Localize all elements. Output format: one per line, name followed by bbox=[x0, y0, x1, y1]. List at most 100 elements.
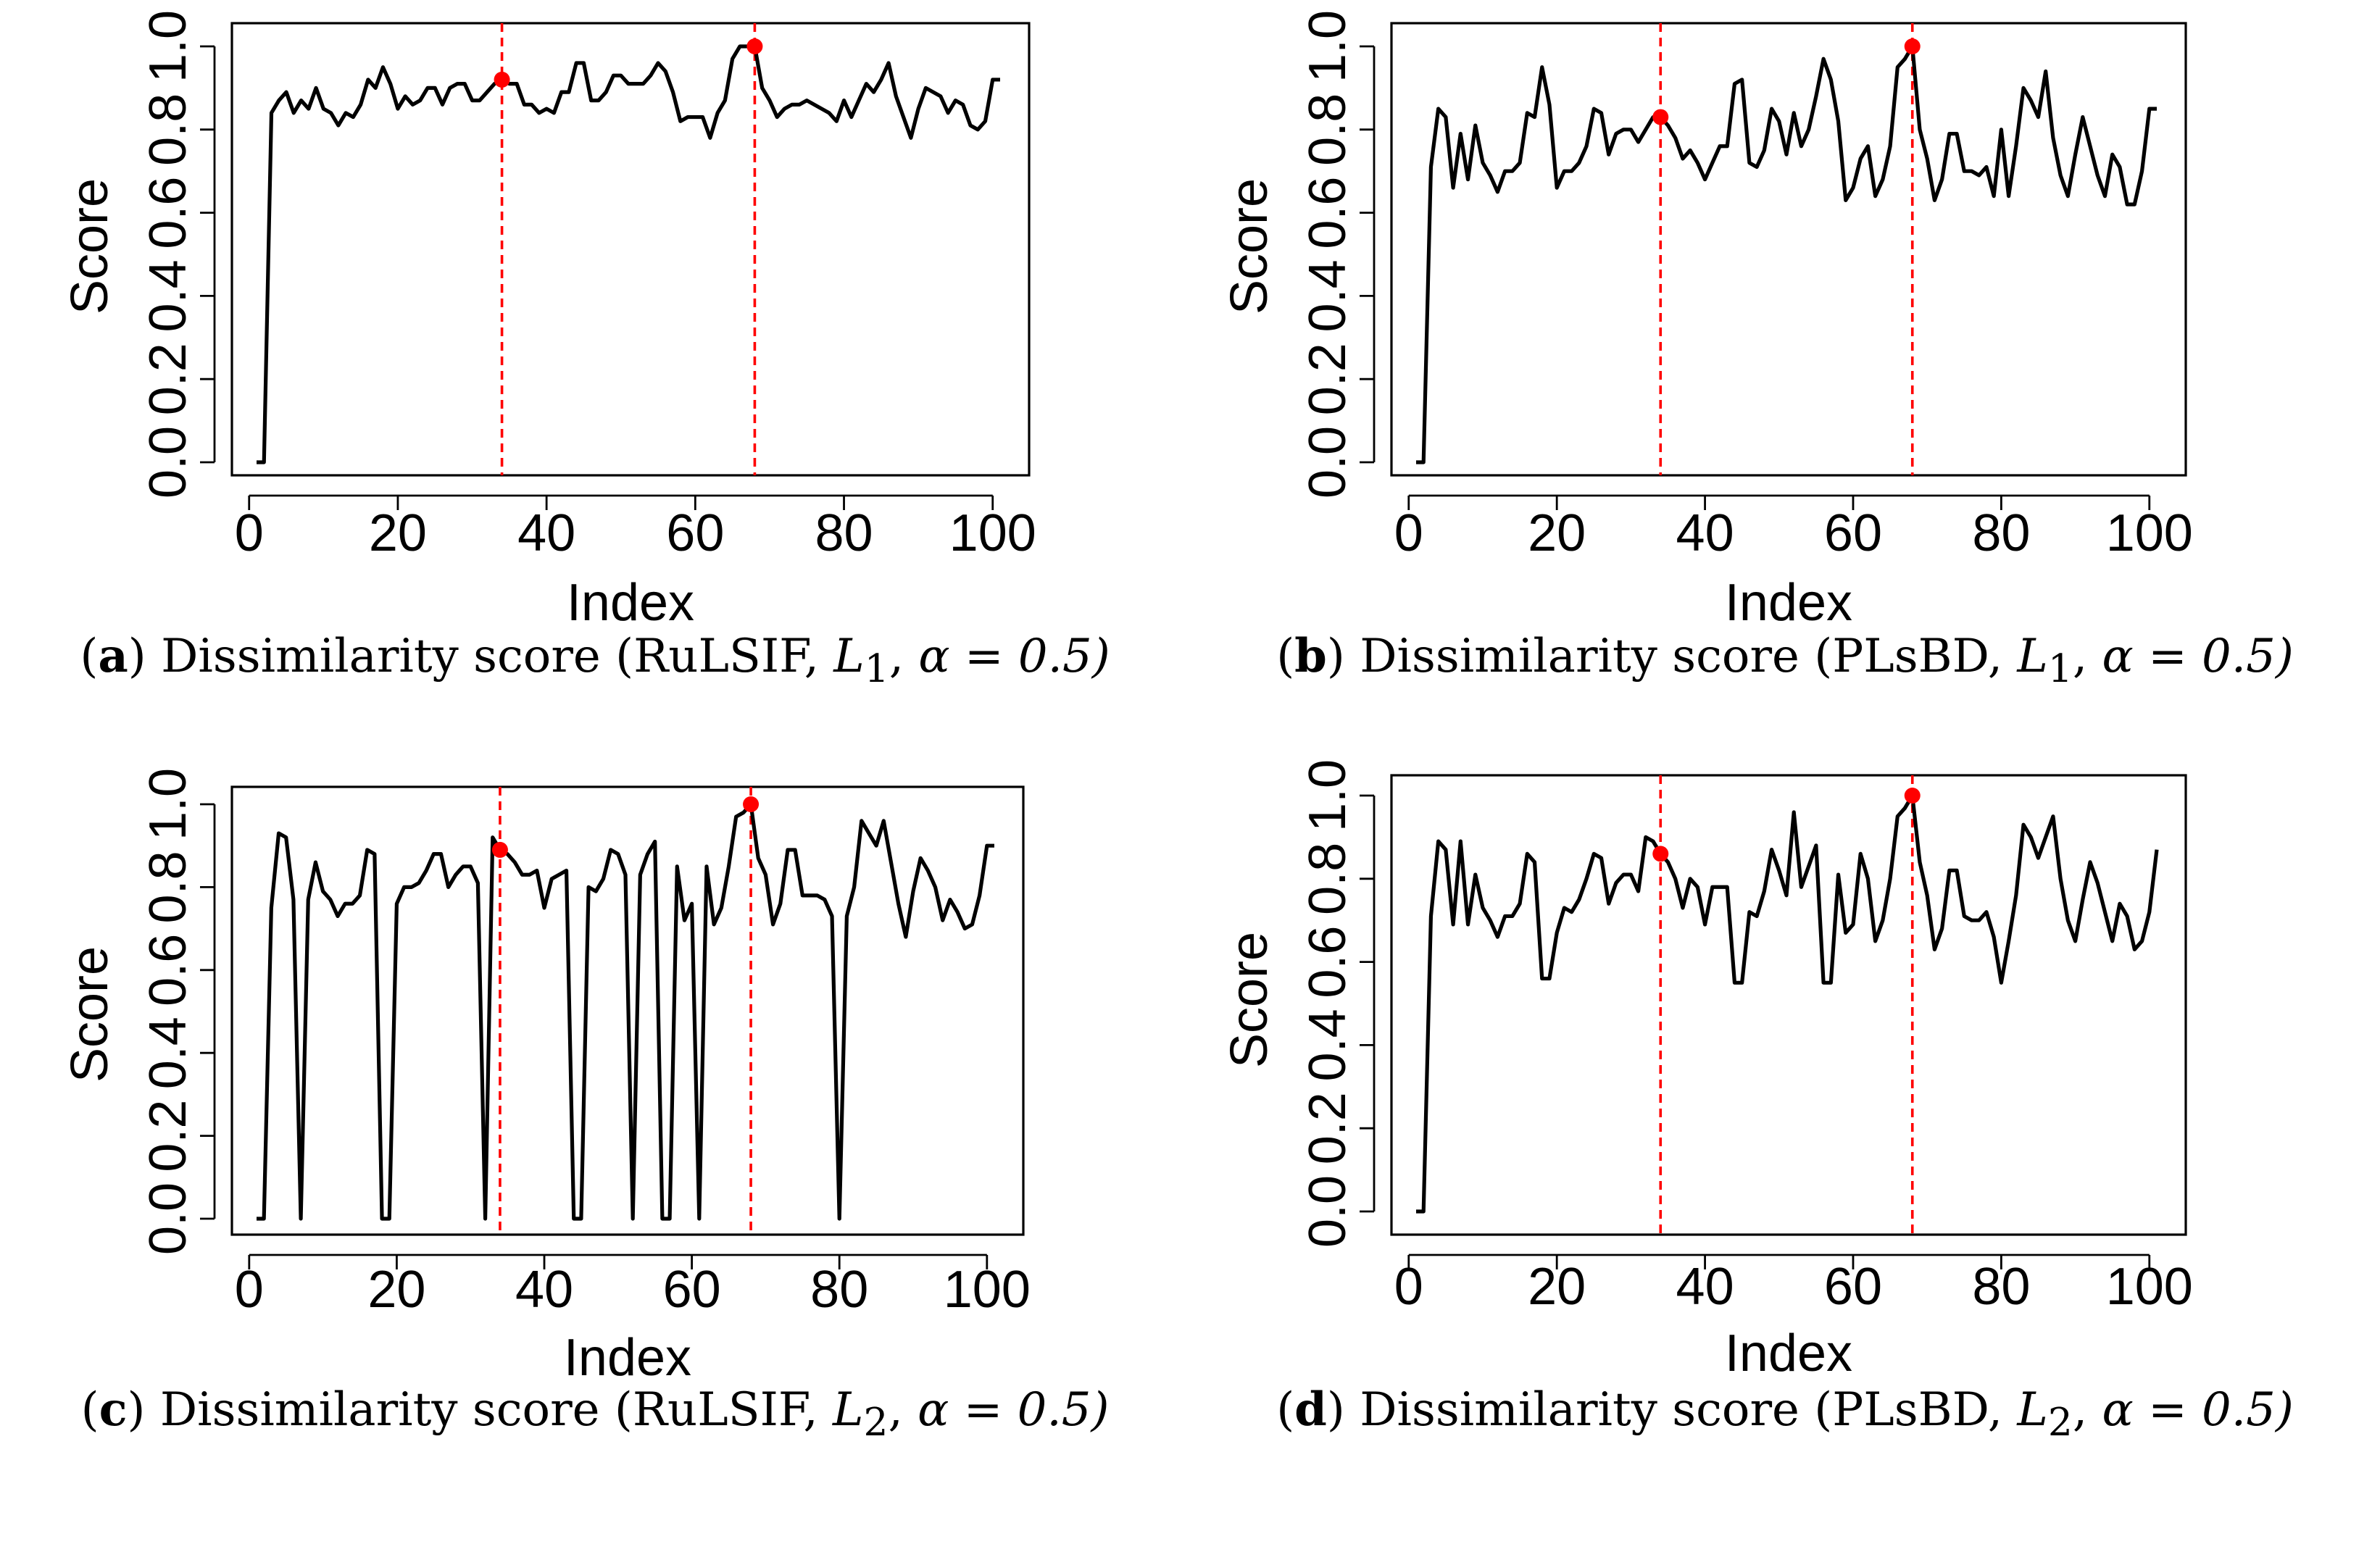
change-point-marker bbox=[1652, 109, 1669, 125]
x-tick-label: 40 bbox=[517, 504, 575, 562]
caption-b-label: b bbox=[1294, 629, 1327, 683]
caption-b-norm: L bbox=[2017, 630, 2048, 683]
y-tick-label: 0.2 bbox=[1299, 343, 1357, 415]
plot-frame bbox=[1390, 774, 2187, 1236]
caption-a-norm: L bbox=[833, 630, 865, 683]
caption-a-label: a bbox=[98, 629, 128, 683]
y-tick-label: 0.0 bbox=[1299, 426, 1357, 498]
y-axis-title: Score bbox=[61, 178, 119, 314]
y-tick-label: 0.6 bbox=[139, 934, 197, 1006]
y-axis-title: Score bbox=[1220, 178, 1278, 314]
caption-d-norm: L bbox=[2017, 1383, 2048, 1437]
plot-frame bbox=[230, 22, 1031, 477]
x-axis-title: Index bbox=[567, 574, 694, 632]
y-tick-label: 0.0 bbox=[139, 426, 197, 498]
y-tick-label: 0.8 bbox=[1299, 843, 1357, 915]
y-tick-label: 0.8 bbox=[1299, 93, 1357, 166]
y-tick-label: 0.4 bbox=[1299, 259, 1357, 332]
y-tick-label: 0.6 bbox=[1299, 926, 1357, 998]
x-tick-label: 100 bbox=[949, 504, 1036, 562]
y-tick-label: 0.0 bbox=[1299, 1175, 1357, 1248]
x-tick-label: 0 bbox=[235, 1261, 264, 1319]
caption-a: (a) Dissimilarity score (RuLSIF, L1, α =… bbox=[80, 629, 1110, 691]
change-point-marker bbox=[494, 71, 510, 88]
caption-c: (c) Dissimilarity score (RuLSIF, L2, α =… bbox=[80, 1382, 1110, 1445]
y-tick-label: 0.2 bbox=[139, 343, 197, 415]
x-tick-label: 60 bbox=[1824, 504, 1882, 562]
x-axis-title: Index bbox=[1725, 1324, 1852, 1382]
y-tick-label: 1.0 bbox=[1299, 10, 1357, 83]
y-tick-label: 0.8 bbox=[139, 93, 197, 166]
caption-d-alpha: α = 0.5) bbox=[2102, 1383, 2294, 1437]
caption-c-alpha: α = 0.5) bbox=[918, 1383, 1110, 1437]
x-tick-label: 80 bbox=[815, 504, 873, 562]
x-tick-label: 0 bbox=[235, 504, 264, 562]
x-tick-label: 60 bbox=[1824, 1258, 1882, 1316]
y-tick-label: 0.2 bbox=[1299, 1092, 1357, 1164]
x-tick-label: 40 bbox=[1676, 1258, 1734, 1316]
change-point-marker bbox=[1904, 38, 1921, 54]
caption-b-text: Dissimilarity score (PLsBD, bbox=[1360, 630, 2018, 683]
score-series-line bbox=[257, 44, 1000, 464]
x-tick-label: 80 bbox=[1972, 1258, 2030, 1316]
x-tick-label: 100 bbox=[2106, 504, 2193, 562]
caption-b-alpha: α = 0.5) bbox=[2102, 630, 2294, 683]
y-axis-title: Score bbox=[1220, 932, 1278, 1068]
score-series-line bbox=[257, 802, 994, 1221]
change-point-marker bbox=[1904, 788, 1921, 804]
x-tick-label: 100 bbox=[2106, 1258, 2193, 1316]
caption-d-text: Dissimilarity score (PLsBD, bbox=[1360, 1383, 2018, 1437]
x-tick-label: 20 bbox=[1528, 1258, 1586, 1316]
caption-d: (d) Dissimilarity score (PLsBD, L2, α = … bbox=[1276, 1382, 2294, 1445]
caption-a-text: Dissimilarity score (RuLSIF, bbox=[161, 630, 834, 683]
change-point-marker bbox=[746, 38, 763, 54]
y-tick-label: 0.6 bbox=[1299, 177, 1357, 249]
caption-c-norm: L bbox=[833, 1383, 864, 1437]
change-point-marker bbox=[743, 796, 760, 812]
x-tick-label: 40 bbox=[515, 1261, 573, 1319]
change-point-marker bbox=[491, 841, 508, 858]
x-tick-label: 100 bbox=[944, 1261, 1031, 1319]
x-tick-label: 20 bbox=[367, 1261, 425, 1319]
y-tick-label: 0.6 bbox=[139, 177, 197, 249]
plot-frame bbox=[1390, 22, 2187, 477]
x-tick-label: 20 bbox=[1528, 504, 1586, 562]
x-axis-title: Index bbox=[1725, 574, 1852, 632]
score-series-line bbox=[1416, 44, 2157, 464]
y-tick-label: 1.0 bbox=[139, 10, 197, 83]
caption-b: (b) Dissimilarity score (PLsBD, L1, α = … bbox=[1276, 629, 2294, 691]
x-tick-label: 0 bbox=[1394, 1258, 1423, 1316]
y-tick-label: 0.0 bbox=[139, 1182, 197, 1255]
y-tick-label: 1.0 bbox=[1299, 759, 1357, 832]
score-series-line bbox=[1416, 793, 2159, 1214]
x-tick-label: 20 bbox=[369, 504, 427, 562]
caption-d-sub: 2 bbox=[2047, 1398, 2073, 1445]
y-tick-label: 0.4 bbox=[1299, 1009, 1357, 1081]
x-tick-label: 60 bbox=[666, 504, 724, 562]
caption-c-text: Dissimilarity score (RuLSIF, bbox=[159, 1383, 833, 1437]
y-tick-label: 1.0 bbox=[139, 768, 197, 840]
x-tick-label: 40 bbox=[1676, 504, 1734, 562]
caption-b-sub: 1 bbox=[2047, 645, 2073, 691]
x-tick-label: 80 bbox=[810, 1261, 868, 1319]
caption-d-label: d bbox=[1294, 1382, 1327, 1437]
y-tick-label: 0.4 bbox=[139, 1017, 197, 1089]
x-tick-label: 80 bbox=[1972, 504, 2030, 562]
x-axis-title: Index bbox=[564, 1329, 691, 1387]
caption-c-sub: 2 bbox=[863, 1398, 889, 1445]
y-tick-label: 0.2 bbox=[139, 1100, 197, 1172]
caption-a-sub: 1 bbox=[864, 645, 889, 691]
y-tick-label: 0.4 bbox=[139, 259, 197, 332]
y-axis-title: Score bbox=[61, 946, 119, 1082]
plot-frame bbox=[230, 785, 1025, 1236]
x-tick-label: 60 bbox=[663, 1261, 721, 1319]
x-tick-label: 0 bbox=[1394, 504, 1423, 562]
caption-a-alpha: α = 0.5) bbox=[918, 630, 1110, 683]
